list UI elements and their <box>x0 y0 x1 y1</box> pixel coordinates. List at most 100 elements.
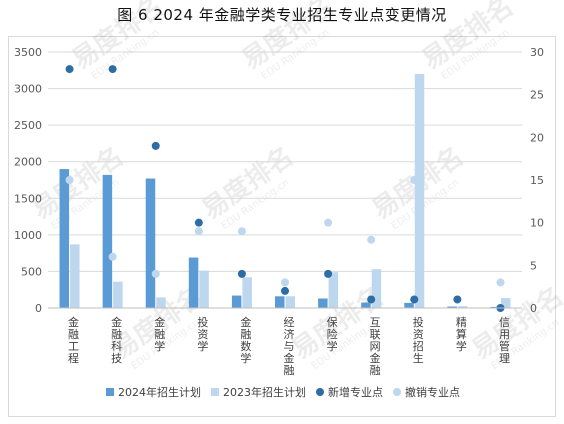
data-point <box>108 65 117 74</box>
x-tick-char: 学 <box>154 339 165 353</box>
bar <box>457 306 468 308</box>
bar <box>231 295 242 308</box>
data-point <box>237 269 246 278</box>
x-tick-char: 融 <box>154 328 165 341</box>
data-point <box>151 141 160 150</box>
x-tick-char: 工 <box>68 340 79 353</box>
bar-layer <box>59 73 511 308</box>
x-tick-char: 险 <box>327 327 338 341</box>
bar <box>70 244 80 308</box>
data-point <box>410 295 419 304</box>
bar <box>156 297 166 308</box>
x-tick-label: 金融工程 <box>68 315 79 365</box>
bar <box>361 302 371 308</box>
legend-swatch <box>106 388 114 396</box>
data-point <box>410 176 419 184</box>
data-point <box>237 227 246 236</box>
x-tick-char: 互 <box>370 316 381 329</box>
legend-label: 2023年招生计划 <box>223 385 306 399</box>
x-tick-char: 融 <box>68 328 79 341</box>
axes: 0 500 1000 1500 2000 2500 3000 3500 0 5 10 15 20 25 30… <box>14 46 544 377</box>
x-tick-char: 科 <box>111 339 122 353</box>
x-tick-char: 学 <box>197 339 208 353</box>
x-tick-char: 济 <box>284 327 295 341</box>
bar <box>500 298 511 308</box>
x-tick-char: 程 <box>68 352 79 365</box>
bar <box>414 73 425 308</box>
data-point <box>194 218 203 227</box>
bar <box>199 270 209 308</box>
chart-frame <box>8 36 556 417</box>
point-layer <box>65 65 505 312</box>
y-right-tick-label: 0 <box>530 302 537 315</box>
data-point <box>281 286 289 295</box>
x-tick-char: 管 <box>499 339 510 353</box>
x-tick-char: 金 <box>154 315 165 329</box>
data-point <box>281 278 289 287</box>
bar <box>275 296 285 308</box>
x-tick-char: 用 <box>499 328 510 341</box>
y-left-tick-label: 1500 <box>14 192 42 205</box>
bar <box>285 296 295 308</box>
x-tick-label: 保险学 <box>327 315 338 353</box>
bar <box>447 306 457 308</box>
y-right-tick-label: 25 <box>530 89 544 102</box>
x-tick-label: 金融学 <box>154 315 165 353</box>
data-point <box>194 227 203 236</box>
x-tick-char: 理 <box>499 352 510 365</box>
x-tick-label: 金融科技 <box>111 315 122 365</box>
x-tick-char: 资 <box>413 328 424 341</box>
bar <box>59 169 70 308</box>
bar <box>404 302 414 308</box>
x-tick-char: 精 <box>456 316 467 329</box>
y-left-tick-label: 500 <box>21 265 42 278</box>
bar <box>318 298 328 308</box>
data-point <box>65 65 74 74</box>
x-tick-char: 投 <box>197 315 208 329</box>
x-tick-char: 生 <box>413 351 424 365</box>
y-right-tick-label: 30 <box>530 46 544 59</box>
legend-swatch <box>393 388 401 396</box>
y-left-tick-label: 1000 <box>14 229 42 242</box>
x-tick-char: 算 <box>456 327 467 341</box>
x-tick-char: 融 <box>370 364 381 377</box>
x-tick-char: 数 <box>240 340 251 353</box>
data-point <box>367 235 376 244</box>
chart-title: 图 6 2024 年金融学类专业招生专业点变更情况 <box>117 6 447 24</box>
x-tick-char: 技 <box>111 352 122 365</box>
y-right-tick-label: 5 <box>530 259 537 272</box>
y-left-tick-label: 3000 <box>14 83 42 96</box>
x-tick-char: 融 <box>240 328 251 341</box>
y-right-tick-label: 20 <box>530 131 544 144</box>
x-tick-label: 金融数学 <box>240 315 251 365</box>
data-point <box>151 269 160 278</box>
x-tick-char: 网 <box>370 340 381 353</box>
y-left-tick-label: 2500 <box>14 119 42 132</box>
x-tick-char: 融 <box>284 364 295 377</box>
x-tick-char: 联 <box>370 328 381 341</box>
bar <box>490 306 500 308</box>
x-tick-char: 经 <box>284 316 295 329</box>
x-tick-label: 经济与金融 <box>284 316 295 377</box>
data-point <box>324 218 333 227</box>
x-tick-char: 金 <box>68 315 79 329</box>
x-tick-char: 学 <box>240 351 251 365</box>
bar <box>242 277 252 308</box>
x-tick-label: 互联网金融 <box>370 316 381 377</box>
data-point <box>65 176 74 184</box>
legend-label: 撤销专业点 <box>405 385 460 399</box>
x-tick-char: 资 <box>197 328 208 341</box>
y-right-tick-label: 10 <box>530 217 544 230</box>
legend-label: 2024年招生计划 <box>118 385 201 399</box>
x-tick-char: 学 <box>327 339 338 353</box>
data-point <box>496 278 505 287</box>
data-point <box>324 269 333 278</box>
legend-swatch <box>316 388 324 396</box>
x-tick-label: 信用管理 <box>499 316 510 365</box>
x-tick-char: 金 <box>240 315 251 329</box>
